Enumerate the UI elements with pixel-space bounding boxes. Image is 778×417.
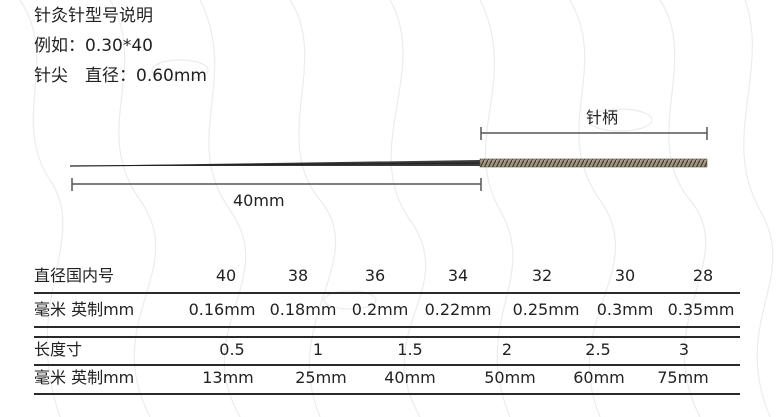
length-mm-cell: 40mm (384, 368, 436, 387)
table-divider (34, 336, 740, 338)
diameter-cell: 0.22mm (424, 300, 492, 319)
length-inch-cell: 2.5 (585, 340, 611, 359)
row-label-length-mm: 毫米 英制mm (34, 368, 135, 387)
diameter-cell: 0.3mm (596, 300, 654, 319)
table-divider (34, 364, 740, 366)
handle-dimension-bar (480, 127, 708, 140)
length-dimension-bar (71, 178, 482, 191)
gauge-cell: 40 (215, 266, 237, 285)
diameter-cell: 0.2mm (351, 300, 409, 319)
table-divider (34, 393, 740, 395)
row-label-gauge: 直径国内号 (34, 266, 115, 285)
page-title: 针灸针型号说明 (34, 6, 153, 26)
length-inch-cell: 0.5 (219, 340, 245, 359)
length-inch-cell: 1 (312, 340, 324, 359)
gauge-cell: 28 (692, 266, 714, 285)
length-inch-cell: 3 (678, 340, 690, 359)
length-mm-cell: 25mm (295, 368, 347, 387)
example-spec: 例如：0.30*40 (34, 36, 153, 56)
diameter-cell: 0.18mm (269, 300, 337, 319)
row-label-length-inch: 长度寸 (34, 340, 83, 359)
length-mm-cell: 13mm (202, 368, 254, 387)
length-mm-cell: 60mm (573, 368, 625, 387)
gauge-cell: 38 (287, 266, 309, 285)
gauge-cell: 36 (364, 266, 386, 285)
diameter-cell: 0.35mm (667, 300, 735, 319)
diameter-cell: 0.16mm (188, 300, 256, 319)
needle-shaft (70, 160, 480, 166)
gauge-cell: 34 (447, 266, 469, 285)
diameter-cell: 0.25mm (512, 300, 580, 319)
row-label-diameter-mm: 毫米 英制mm (34, 300, 135, 319)
tip-diameter: 针尖 直径：0.60mm (34, 66, 207, 86)
length-inch-cell: 2 (501, 340, 513, 359)
length-label: 40mm (233, 191, 285, 210)
table-divider (34, 326, 740, 328)
handle-label: 针柄 (586, 108, 619, 127)
gauge-cell: 30 (614, 266, 636, 285)
length-inch-cell: 1.5 (397, 340, 423, 359)
length-mm-cell: 75mm (657, 368, 709, 387)
needle-handle (479, 158, 708, 168)
length-mm-cell: 50mm (484, 368, 536, 387)
gauge-cell: 32 (531, 266, 553, 285)
table-divider (34, 292, 740, 294)
